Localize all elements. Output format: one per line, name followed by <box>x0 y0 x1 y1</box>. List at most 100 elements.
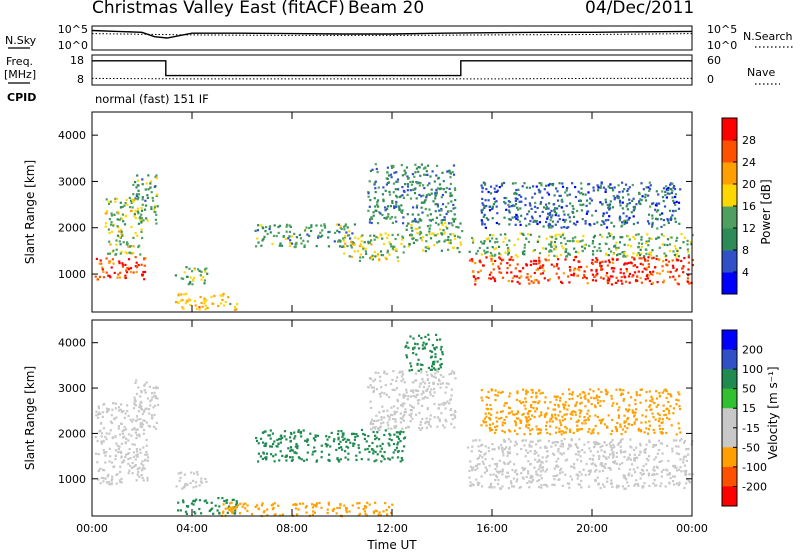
scatter-cell <box>94 436 97 439</box>
scatter-cell <box>648 253 651 256</box>
scatter-cell <box>652 444 655 447</box>
scatter-cell <box>551 214 554 217</box>
scatter-cell <box>317 234 320 237</box>
scatter-cell <box>342 245 345 248</box>
scatter-cell <box>524 397 527 400</box>
scatter-cell <box>278 437 281 441</box>
scatter-cell <box>518 200 521 203</box>
scatter-cell <box>131 472 134 475</box>
scatter-cell <box>391 200 394 203</box>
scatter-cell <box>538 400 541 403</box>
scatter-cell <box>687 447 690 451</box>
scatter-cell <box>116 234 120 237</box>
scatter-cell <box>132 418 135 421</box>
scatter-cell <box>114 407 117 410</box>
scatter-cell <box>409 180 412 184</box>
scatter-cell <box>391 247 394 250</box>
scatter-cell <box>379 426 382 429</box>
scatter-cell <box>563 226 566 229</box>
scatter-cell <box>504 475 508 478</box>
scatter-cell <box>647 428 651 431</box>
scatter-cell <box>155 385 158 389</box>
scatter-cell <box>497 391 500 394</box>
scatter-cell <box>426 407 429 410</box>
scatter-cell <box>537 281 540 285</box>
scatter-cell <box>523 182 526 185</box>
scatter-cell <box>673 188 677 191</box>
scatter-cell <box>512 204 515 207</box>
scatter-cell <box>576 209 579 213</box>
scatter-cell <box>148 412 151 415</box>
scatter-cell <box>502 438 505 442</box>
scatter-cell <box>625 215 628 218</box>
scatter-cell <box>562 232 565 235</box>
scatter-cell <box>594 279 597 282</box>
scatter-cell <box>549 235 552 238</box>
scatter-cell <box>303 229 307 232</box>
scatter-cell <box>615 247 618 250</box>
scatter-cell <box>134 404 138 407</box>
scatter-cell <box>575 445 579 448</box>
scatter-cell <box>407 177 410 180</box>
scatter-cell <box>480 253 483 256</box>
scatter-cell <box>597 482 600 485</box>
scatter-cell <box>561 234 564 237</box>
scatter-cell <box>538 460 541 463</box>
scatter-cell <box>559 430 562 433</box>
scatter-cell <box>522 267 525 270</box>
scatter-cell <box>640 245 643 248</box>
scatter-cell <box>494 467 497 471</box>
scatter-cell <box>661 269 664 272</box>
scatter-cell <box>487 446 490 449</box>
scatter-cell <box>645 240 648 243</box>
scatter-cell <box>604 201 608 204</box>
scatter-cell <box>370 386 373 389</box>
scatter-cell <box>408 242 411 246</box>
scatter-cell <box>490 408 493 411</box>
scatter-cell <box>606 477 609 480</box>
scatter-cell <box>140 390 143 393</box>
scatter-cell <box>154 427 157 430</box>
scatter-cell <box>145 182 148 185</box>
scatter-cell <box>285 225 288 228</box>
scatter-cell <box>123 459 126 462</box>
scatter-cell <box>678 453 681 456</box>
scatter-cell <box>537 280 540 283</box>
scatter-cell <box>560 423 563 427</box>
scatter-cell <box>600 223 603 227</box>
scatter-cell <box>134 232 137 235</box>
velocity-colorbar-segment <box>722 349 737 370</box>
scatter-cell <box>593 445 596 449</box>
scatter-cell <box>675 403 678 406</box>
scatter-cell <box>476 457 479 460</box>
scatter-cell <box>637 429 640 432</box>
scatter-cell <box>602 400 605 403</box>
scatter-cell <box>365 440 368 443</box>
scatter-cell <box>677 468 681 471</box>
scatter-cell <box>585 212 588 215</box>
scatter-cell <box>496 394 499 397</box>
scatter-cell <box>644 193 647 196</box>
scatter-cell <box>653 402 656 405</box>
scatter-cell <box>415 413 418 416</box>
scatter-cell <box>485 188 488 191</box>
scatter-cell <box>383 371 386 375</box>
scatter-cell <box>541 466 544 469</box>
scatter-cell <box>674 255 677 258</box>
scatter-cell <box>227 505 230 508</box>
scatter-cell <box>481 242 484 245</box>
scatter-cell <box>360 235 363 238</box>
scatter-cell <box>391 456 394 459</box>
scatter-cell <box>341 448 344 451</box>
scatter-cell <box>372 214 375 217</box>
xtick-label: 12:00 <box>376 522 408 535</box>
scatter-cell <box>338 245 342 248</box>
scatter-cell <box>529 440 532 443</box>
scatter-cell <box>631 275 634 278</box>
scatter-cell <box>218 505 221 508</box>
scatter-cell <box>205 299 208 302</box>
scatter-cell <box>553 194 556 197</box>
scatter-cell <box>347 234 351 237</box>
scatter-cell <box>648 424 651 427</box>
scatter-cell <box>639 442 642 445</box>
